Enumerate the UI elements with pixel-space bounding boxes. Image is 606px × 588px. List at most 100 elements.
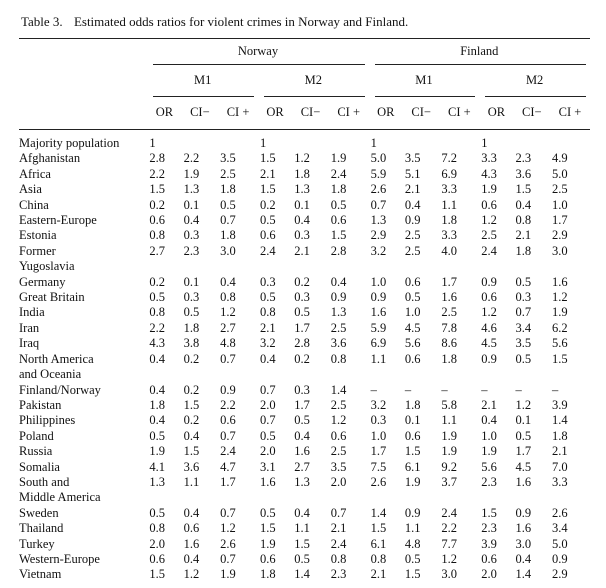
value-cell: 2.0 xyxy=(259,444,276,459)
value-cell: 3.5 xyxy=(330,459,347,474)
value-cell: 2.6 xyxy=(220,536,236,551)
table-body: Majority population 1 1 1 1 Afghanistan 2.8 2.2… xyxy=(19,130,590,583)
value-cell: 0.3 xyxy=(294,228,310,243)
model-header-row: M1 M2 M1 M2 xyxy=(19,65,590,97)
country-header-finland: Finland xyxy=(369,39,590,66)
value-cell: 0.6 xyxy=(149,213,165,228)
value-cell: 6.1 xyxy=(370,536,387,551)
value-cell: 3.3 xyxy=(441,182,458,197)
value-cell: 0.6 xyxy=(259,551,276,566)
value-cell: 0.3 xyxy=(259,274,276,289)
value-cell xyxy=(218,136,258,151)
value-cell: 1.8 xyxy=(404,397,421,412)
value-cell: 7.8 xyxy=(441,320,458,335)
value-cell xyxy=(369,367,403,382)
value-cell: 0.8 xyxy=(259,305,276,320)
table-row: Great Britain 0.5 0.3 0.8 0.5 0.3 0.9 0.9 0.5 1.6… xyxy=(19,290,590,305)
value-cell: 0.9 xyxy=(404,213,421,228)
value-cell: 4.6 xyxy=(481,320,497,335)
row-label: Eastern-Europe xyxy=(19,213,97,228)
value-cell: 0.8 xyxy=(149,228,165,243)
value-cell xyxy=(218,367,258,382)
value-cell: 1.6 xyxy=(441,290,458,305)
value-cell: 2.0 xyxy=(481,567,497,582)
value-cell: 2.5 xyxy=(481,228,497,243)
value-cell xyxy=(550,136,590,151)
value-cell: 2.1 xyxy=(552,444,568,459)
value-cell: 5.0 xyxy=(370,151,387,166)
value-cell: 2.1 xyxy=(404,182,421,197)
value-cell: – xyxy=(404,382,412,397)
value-cell: 3.6 xyxy=(183,459,200,474)
value-cell: 0.7 xyxy=(220,428,236,443)
value-cell: 0.9 xyxy=(515,505,532,520)
value-cell: 0.7 xyxy=(220,351,236,366)
value-cell: 1.4 xyxy=(370,505,387,520)
value-cell xyxy=(218,490,258,505)
value-cell: 1.5 xyxy=(294,536,310,551)
value-cell xyxy=(292,490,329,505)
value-cell: 1.9 xyxy=(481,182,497,197)
stat-header-cell: OR xyxy=(147,97,182,130)
value-cell: 0.5 xyxy=(294,305,310,320)
value-cell: 3.6 xyxy=(515,166,532,181)
value-cell: 1.8 xyxy=(441,351,458,366)
value-cell xyxy=(292,259,329,274)
value-cell: 1.9 xyxy=(220,567,236,582)
row-label: China xyxy=(19,197,49,212)
value-cell: 1.6 xyxy=(370,305,387,320)
value-cell: 2.0 xyxy=(149,536,165,551)
table-row: Poland 0.5 0.4 0.7 0.5 0.4 0.6 1.0 0.6 1.9 1.0 0.5 1… xyxy=(19,429,590,444)
value-cell: 1.8 xyxy=(515,243,532,258)
value-cell: 2.4 xyxy=(441,505,458,520)
value-cell: 1.8 xyxy=(259,567,276,582)
value-cell: 0.5 xyxy=(515,274,532,289)
value-cell: 0.6 xyxy=(183,521,200,536)
stub-header xyxy=(19,39,147,66)
stat-header-cell: CI− xyxy=(402,97,440,130)
value-cell: 1.8 xyxy=(149,397,165,412)
value-cell: 3.3 xyxy=(481,151,497,166)
value-cell: 0.3 xyxy=(294,382,310,397)
value-cell: 1.5 xyxy=(552,351,568,366)
value-cell: 6.9 xyxy=(370,336,387,351)
value-cell: 0.6 xyxy=(404,428,421,443)
value-cell: 2.8 xyxy=(149,151,165,166)
value-cell: 5.8 xyxy=(441,397,458,412)
value-cell: 0.5 xyxy=(404,290,421,305)
value-cell: 6.9 xyxy=(441,166,458,181)
row-label: Finland/Norway xyxy=(19,382,101,397)
value-cell: 0.4 xyxy=(149,413,165,428)
value-cell xyxy=(329,490,369,505)
value-cell: 2.7 xyxy=(220,320,236,335)
value-cell: 0.7 xyxy=(259,382,276,397)
value-cell xyxy=(439,136,479,151)
value-cell: 1.0 xyxy=(370,274,387,289)
value-cell: 2.7 xyxy=(149,243,165,258)
value-cell: 1 xyxy=(370,136,377,150)
value-cell xyxy=(439,367,479,382)
value-cell: 7.5 xyxy=(370,459,387,474)
value-cell: 1.7 xyxy=(370,444,387,459)
row-label: Iran xyxy=(19,320,40,335)
value-cell: 0.2 xyxy=(183,413,200,428)
value-cell: 1.8 xyxy=(552,428,568,443)
value-cell: 0.4 xyxy=(259,351,276,366)
value-cell: 0.5 xyxy=(149,505,165,520)
value-cell: 2.4 xyxy=(330,166,347,181)
value-cell: 4.3 xyxy=(149,336,165,351)
value-cell: 3.7 xyxy=(441,474,458,489)
table-row: Iran 2.2 1.8 2.7 2.1 1.7 2.5 5.9 4.5 7.8 4.6 3.4 6.2 xyxy=(19,321,590,336)
value-cell: 1.3 xyxy=(294,182,310,197)
table-row: North America 0.4 0.2 0.7 0.4 0.2 0.8 1.1 0.6 1.8… xyxy=(19,352,590,367)
value-cell xyxy=(147,490,181,505)
value-cell: 4.1 xyxy=(149,459,165,474)
value-cell: 0.4 xyxy=(149,351,165,366)
value-cell: 1.0 xyxy=(404,305,421,320)
value-cell: 3.0 xyxy=(441,567,458,582)
value-cell: 2.3 xyxy=(330,567,347,582)
value-cell: 1.1 xyxy=(294,521,310,536)
value-cell: 0.5 xyxy=(259,505,276,520)
value-cell: 0.5 xyxy=(515,428,532,443)
value-cell: 8.6 xyxy=(441,336,458,351)
